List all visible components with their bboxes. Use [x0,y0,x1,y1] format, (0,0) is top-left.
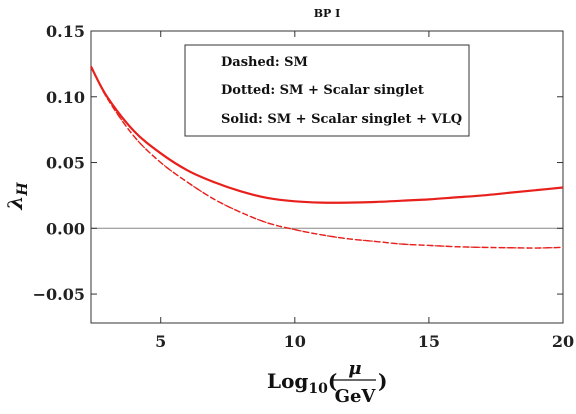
legend-entry-dotted: Dotted: SM + Scalar singlet [221,83,424,98]
legend-value-dotted: SM + Scalar singlet [280,83,424,98]
series-line-dotted [90,66,564,249]
series-curves [90,65,564,249]
y-tick-label: 0.10 [46,88,85,107]
x-tick-label: 20 [552,332,574,351]
plot-frame [90,30,564,324]
x-tick-label: 5 [155,332,166,351]
y-label-sub: H [15,182,31,197]
legend-entry-solid: Solid: SM + Scalar singlet + VLQ [221,112,462,127]
x-label-prefix: Log [267,369,308,393]
y-tick-label: 0.00 [46,219,85,238]
y-tick-label: 0.05 [46,154,85,173]
x-axis-label: Log10( μ GeV ) [267,358,387,407]
x-label-close: ) [378,369,387,393]
x-tick-label: 10 [284,332,306,351]
axis-ticks: 5 10 15 20 0.15 0.10 0.05 0.00 −0.05 [33,22,575,351]
legend-label-dashed: Dashed: [221,55,280,70]
y-axis-label: λH [3,182,31,211]
y-label-main: λ [3,196,27,211]
x-label-sub: 10 [308,381,328,397]
legend-box [184,44,470,137]
y-tick-label: −0.05 [33,285,85,304]
chart-title: BP I [314,7,341,20]
legend-value-solid: SM + Scalar singlet + VLQ [267,112,462,127]
legend-value-dashed: SM [284,55,308,70]
legend: Dashed: SM Dotted: SM + Scalar singlet S… [184,44,470,137]
svg-text:λH: λH [3,182,31,211]
x-label-numerator: μ [348,358,361,379]
svg-text:Log10(: Log10( [267,369,337,397]
x-label-denominator: GeV [335,386,377,407]
x-tick-label: 15 [418,332,440,351]
x-label-open: ( [328,369,337,393]
legend-entry-dashed: Dashed: SM [221,55,308,70]
y-tick-label: 0.15 [46,22,85,41]
legend-label-dotted: Dotted: [221,83,275,98]
legend-label-solid: Solid: [221,112,263,127]
series-line-solid [90,65,564,204]
